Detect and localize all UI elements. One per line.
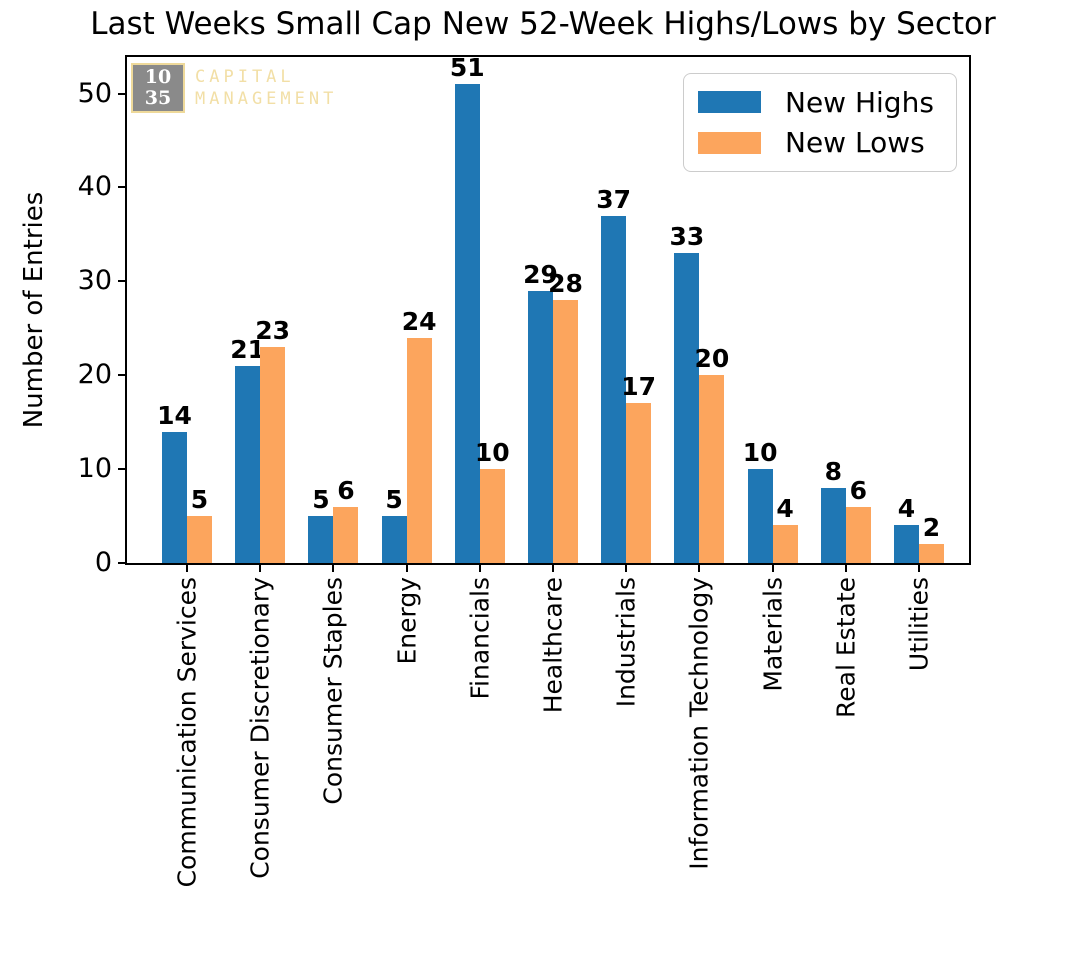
bar-value-label: 2 [922,513,941,543]
y-tick-label: 20 [77,359,112,391]
x-tick-mark [478,563,481,572]
y-tick-label: 40 [77,171,112,203]
bar-new-highs [235,365,261,563]
bar-value-label: 17 [621,372,657,402]
bar-new-lows [772,525,798,563]
watermark: 10 35 CAPITAL MANAGEMENT [131,63,337,113]
legend-item-new-highs: New Highs [698,86,942,119]
y-tick-mark [118,468,127,471]
x-tick-mark [771,563,774,572]
bar-value-label: 6 [849,475,867,505]
bar-value-label: 51 [449,53,485,83]
bar-value-label: 6 [337,475,355,505]
x-tick-label: Consumer Discretionary [245,577,275,879]
bar-new-lows [333,506,359,563]
bar-new-lows [406,337,432,563]
y-tick-label: 30 [77,265,112,297]
bar-new-highs [674,253,700,563]
y-tick-mark [118,92,127,95]
bar-new-lows [260,347,286,563]
x-tick-mark [405,563,408,572]
bar-new-lows [479,469,505,563]
bar-new-lows [626,403,652,563]
x-tick-mark [259,563,262,572]
bar-new-lows [553,300,578,563]
watermark-text-line1: CAPITAL [195,67,295,87]
bar-value-label: 33 [669,222,705,252]
x-tick-mark [844,563,847,572]
bar-new-highs [601,215,627,563]
x-tick-label: Information Technology [684,577,714,870]
y-tick-label: 0 [94,547,112,578]
bar-value-label: 10 [742,438,778,468]
x-tick-label: Energy [391,577,421,665]
x-tick-label: Industrials [611,577,641,708]
x-tick-mark [698,563,701,572]
chart-title: Last Weeks Small Cap New 52-Week Highs/L… [90,6,996,42]
legend: New Highs New Lows [683,73,957,172]
bar-new-lows [845,506,871,563]
bar-new-highs [454,84,480,563]
bar-new-highs [820,487,846,563]
bar-value-label: 23 [255,316,291,346]
legend-item-new-lows: New Lows [698,126,942,159]
bar-value-label: 14 [157,400,192,430]
x-tick-mark [625,563,628,572]
x-tick-mark [186,563,188,572]
y-tick-label: 10 [77,453,112,485]
bar-value-label: 29 [523,259,558,289]
watermark-text-line2: MANAGEMENT [195,89,338,109]
bar-value-label: 5 [385,485,403,515]
bar-new-lows [699,375,725,563]
bar-value-label: 5 [190,485,209,515]
legend-swatch-new-highs [698,91,761,114]
x-tick-label: Financials [465,577,495,700]
bar-value-label: 28 [548,269,583,299]
bar-value-label: 5 [312,485,330,515]
bar-new-highs [747,469,773,563]
watermark-logo-icon: 10 35 [131,63,185,113]
y-tick-label: 50 [77,77,112,109]
bar-value-label: 24 [401,306,437,336]
bar-value-label: 21 [230,334,266,364]
x-tick-mark [552,563,554,572]
bar-value-label: 8 [824,456,842,486]
x-tick-label: Materials [757,577,787,692]
bar-value-label: 4 [776,494,794,524]
y-tick-mark [118,562,127,564]
watermark-logo-line2: 35 [144,87,172,109]
legend-swatch-new-lows [698,131,761,154]
bar-value-label: 4 [897,494,916,524]
y-axis-title: Number of Entries [19,191,49,429]
x-tick-mark [332,563,335,572]
bar-value-label: 37 [596,184,632,214]
bar-new-lows [919,544,944,563]
x-tick-label: Communication Services [172,577,202,888]
bar-new-highs [308,516,334,563]
legend-label: New Lows [785,126,925,160]
bar-new-highs [894,525,919,563]
bar-new-highs [528,290,553,563]
plot-area: 10 35 CAPITAL MANAGEMENT 14 5 21 23 5 6 5 24 51 1… [125,53,971,565]
bar-new-highs [381,516,407,563]
bar-value-label: 10 [474,438,510,468]
legend-label: New Highs [785,85,934,119]
y-tick-mark [118,280,127,283]
x-tick-mark [918,563,920,572]
bar-new-lows [187,516,212,563]
watermark-text: CAPITAL MANAGEMENT [195,63,337,110]
x-tick-label: Real Estate [831,577,861,718]
bar-new-highs [162,431,187,563]
x-tick-label: Consumer Staples [318,577,348,805]
watermark-logo-line1: 10 [144,66,172,88]
y-tick-mark [118,186,127,189]
bar-value-label: 20 [694,344,730,374]
x-tick-label: Utilities [904,577,934,672]
x-tick-label: Healthcare [538,577,568,714]
y-tick-mark [118,374,127,377]
